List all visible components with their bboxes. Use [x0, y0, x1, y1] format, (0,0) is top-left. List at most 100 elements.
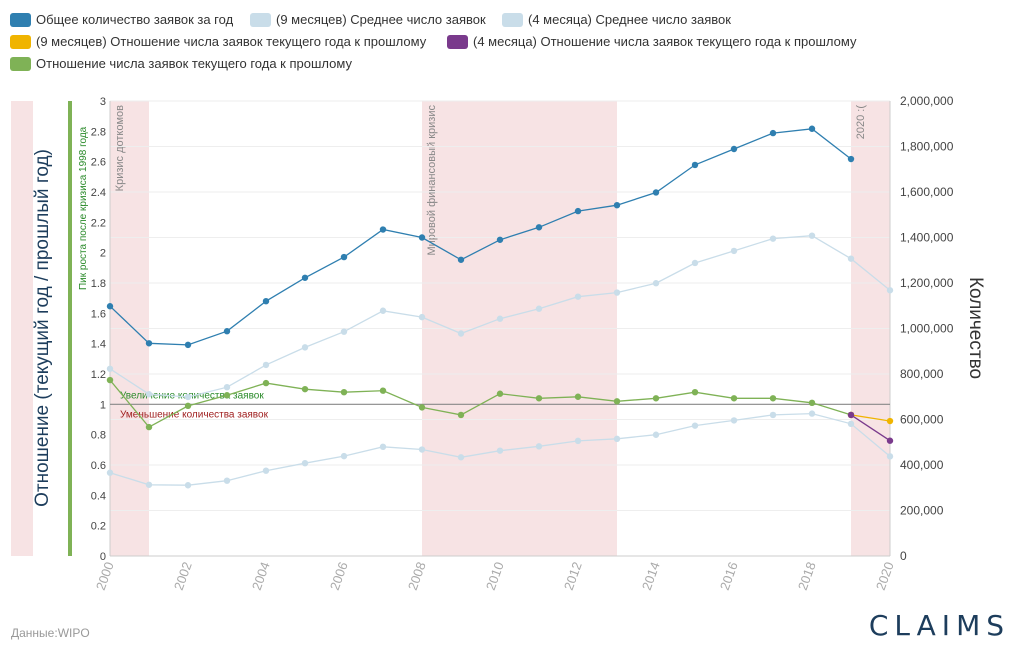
- data-point: [730, 145, 738, 153]
- data-point: [886, 437, 894, 444]
- data-point: [145, 391, 153, 398]
- data-point: [379, 226, 387, 233]
- legend-label: (4 месяца) Отношение числа заявок текуще…: [473, 34, 857, 49]
- data-point: [106, 469, 114, 476]
- data-point: [145, 340, 153, 347]
- data-point: [808, 125, 816, 132]
- right-axis-title: Количество: [965, 277, 986, 379]
- x-tick-label: 2018: [795, 560, 819, 592]
- data-point: [574, 393, 582, 400]
- data-point: [847, 411, 855, 419]
- data-point: [652, 431, 660, 438]
- legend-item[interactable]: (9 месяцев) Среднее число заявок: [250, 12, 486, 27]
- data-point: [496, 236, 504, 243]
- right-tick-label: 800,000: [900, 367, 944, 381]
- data-point: [418, 234, 426, 241]
- source-note: Данные:WIPO: [11, 626, 90, 640]
- data-point: [574, 293, 582, 300]
- left-axis-band: [11, 101, 33, 556]
- data-point: [613, 289, 621, 296]
- data-point: [223, 328, 231, 335]
- data-point: [457, 411, 465, 419]
- data-point: [769, 129, 777, 137]
- legend-label: (9 месяцев) Отношение числа заявок текущ…: [36, 34, 427, 49]
- left-marker-bar: [68, 101, 72, 556]
- legend-swatch: [10, 12, 31, 27]
- right-tick-label: 0: [900, 549, 907, 563]
- right-tick-label: 1,800,000: [900, 140, 954, 154]
- data-point: [379, 443, 387, 450]
- legend-item[interactable]: Отношение числа заявок текущего года к п…: [10, 56, 352, 71]
- data-point: [691, 161, 699, 169]
- x-tick-label: 2008: [405, 560, 429, 592]
- left-tick-label: 0: [100, 551, 106, 563]
- data-point: [574, 437, 582, 445]
- series-group: [106, 410, 894, 489]
- data-point: [184, 482, 192, 489]
- right-tick-label: 600,000: [900, 413, 944, 427]
- data-point: [769, 395, 777, 402]
- data-point: [223, 392, 231, 399]
- left-axis-title: Отношение (текущий год / прошлый год): [32, 149, 53, 507]
- legend-label: (4 месяца) Среднее число заявок: [528, 12, 731, 27]
- data-point: [457, 454, 465, 461]
- left-tick-label: 2.6: [91, 157, 106, 169]
- left-tick-label: 2: [100, 248, 106, 260]
- data-point: [145, 423, 153, 431]
- data-point: [535, 305, 543, 312]
- data-point: [613, 398, 621, 405]
- data-point: [340, 253, 348, 261]
- right-tick-label: 200,000: [900, 504, 944, 518]
- data-point: [886, 453, 894, 460]
- data-point: [184, 402, 192, 410]
- series-group: [106, 376, 855, 431]
- data-point: [106, 376, 114, 384]
- left-tick-label: 2.8: [91, 126, 106, 138]
- legend-label: Отношение числа заявок текущего года к п…: [36, 56, 352, 71]
- left-tick-label: 0.6: [91, 460, 106, 472]
- legend-label: Общее количество заявок за год: [36, 12, 234, 27]
- data-point: [223, 477, 231, 484]
- data-point: [418, 313, 426, 321]
- legend-item[interactable]: (4 месяца) Среднее число заявок: [502, 12, 731, 27]
- data-point: [223, 383, 231, 391]
- data-point: [886, 417, 894, 425]
- series-line: [850, 414, 891, 442]
- data-point: [886, 287, 894, 294]
- left-marker-label: Пик роста после кризиса 1998 года: [78, 126, 89, 290]
- data-point: [418, 404, 426, 411]
- legend-swatch: [250, 12, 271, 27]
- x-tick-label: 2016: [717, 560, 741, 592]
- data-point: [652, 280, 660, 287]
- data-point: [691, 389, 699, 396]
- data-point: [340, 389, 348, 396]
- legend-swatch: [10, 34, 31, 49]
- legend-swatch: [10, 56, 31, 71]
- claims-logo: CLAIMS: [868, 609, 1010, 642]
- right-tick-label: 400,000: [900, 458, 944, 472]
- data-point: [574, 207, 582, 215]
- data-point: [652, 395, 660, 402]
- data-point: [730, 395, 738, 402]
- data-point: [106, 303, 114, 310]
- x-tick-label: 2004: [249, 560, 273, 592]
- data-point: [535, 224, 543, 231]
- shaded-period-label: 2020 :(: [855, 105, 867, 140]
- series-line: [109, 379, 852, 428]
- legend-item[interactable]: (4 месяца) Отношение числа заявок текуще…: [447, 34, 856, 49]
- data-point: [730, 417, 738, 424]
- series-line: [850, 414, 891, 422]
- shaded-period-label: Мировой финансовый кризис: [426, 105, 438, 256]
- legend-item[interactable]: Общее количество заявок за год: [10, 12, 233, 27]
- left-tick-label: 2.4: [91, 187, 106, 199]
- data-point: [769, 235, 777, 242]
- data-point: [808, 399, 816, 407]
- data-point: [301, 344, 309, 351]
- data-point: [613, 435, 621, 443]
- data-point: [847, 155, 855, 163]
- x-tick-label: 2014: [639, 560, 663, 592]
- data-point: [301, 274, 309, 281]
- data-point: [340, 452, 348, 460]
- legend-item[interactable]: (9 месяцев) Отношение числа заявок текущ…: [10, 34, 426, 49]
- right-tick-label: 1,600,000: [900, 185, 954, 199]
